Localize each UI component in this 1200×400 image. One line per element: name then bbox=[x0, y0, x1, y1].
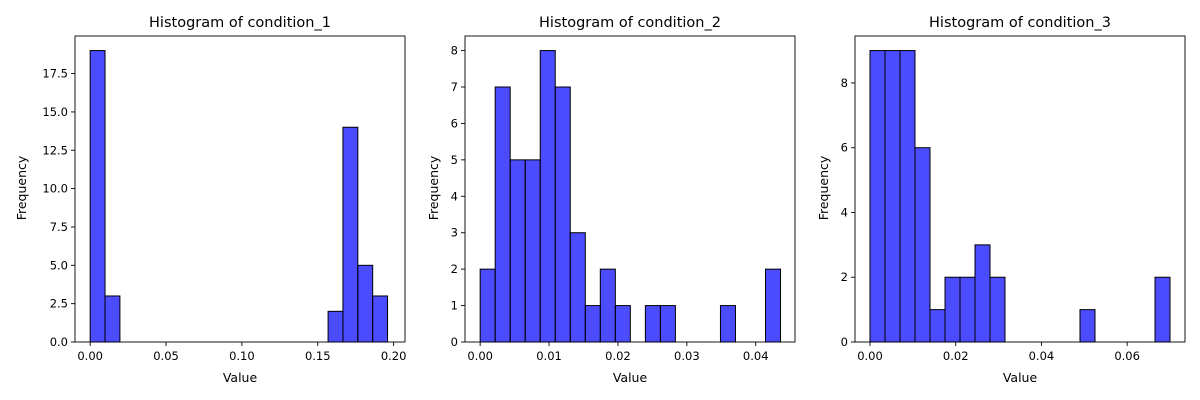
x-tick-label: 0.05 bbox=[153, 349, 179, 363]
histogram-bar bbox=[614, 305, 631, 343]
histogram-bar bbox=[989, 276, 1006, 343]
panel-condition-3: Histogram of condition_3 0.00 0.02 0.04 0.0… bbox=[816, 15, 1186, 385]
x-axis-label: Value bbox=[223, 370, 258, 385]
histogram-bar bbox=[104, 295, 121, 343]
histogram-bar bbox=[494, 86, 511, 343]
plot-area: 0.00 0.01 0.02 0.03 0.04 0 1 2 3 4 5 6 7 8 bbox=[451, 35, 796, 363]
y-tick-label: 12.5 bbox=[42, 143, 68, 157]
histogram-bar bbox=[327, 310, 344, 343]
x-tick-label: 0.06 bbox=[1114, 349, 1140, 363]
histogram-bar bbox=[524, 159, 541, 343]
axes-frame bbox=[854, 35, 1186, 343]
x-axis-label: Value bbox=[613, 370, 648, 385]
histogram-bar bbox=[342, 126, 359, 343]
y-tick-label: 2 bbox=[841, 270, 848, 284]
y-tick-label: 4 bbox=[451, 189, 458, 203]
x-tick-label: 0.01 bbox=[536, 349, 562, 363]
histogram-bar bbox=[659, 305, 676, 343]
y-tick-label: 6 bbox=[841, 141, 848, 155]
y-tick-label: 7 bbox=[451, 80, 458, 94]
y-tick-label: 0 bbox=[451, 335, 458, 349]
histogram-bar bbox=[944, 276, 961, 343]
chart-title: Histogram of condition_3 bbox=[929, 15, 1111, 31]
y-tick-label: 2.5 bbox=[50, 297, 68, 311]
y-tick-label: 7.5 bbox=[50, 220, 68, 234]
y-tick-label: 8 bbox=[841, 76, 848, 90]
y-tick-label: 2 bbox=[451, 262, 458, 276]
histogram-bar bbox=[539, 50, 556, 343]
y-tick-label: 6 bbox=[451, 116, 458, 130]
y-tick-label: 17.5 bbox=[42, 67, 68, 81]
y-tick-label: 15.0 bbox=[42, 105, 68, 119]
histogram-bar bbox=[644, 305, 661, 343]
histogram-bar bbox=[884, 50, 901, 343]
axes-frame bbox=[464, 35, 796, 343]
x-tick-label: 0.04 bbox=[743, 349, 769, 363]
chart-title: Histogram of condition_1 bbox=[149, 15, 331, 31]
y-tick-label: 8 bbox=[451, 44, 458, 58]
histogram-bar bbox=[569, 232, 586, 343]
histogram-bar bbox=[719, 305, 736, 343]
histogram-bar bbox=[554, 86, 571, 343]
x-tick-label: 0.04 bbox=[1029, 349, 1055, 363]
x-tick-label: 0.00 bbox=[77, 349, 103, 363]
x-tick-label: 0.00 bbox=[857, 349, 883, 363]
x-tick-label: 0.03 bbox=[674, 349, 700, 363]
y-tick-label: 0.0 bbox=[50, 335, 68, 349]
x-tick-label: 0.15 bbox=[305, 349, 331, 363]
x-axis-label: Value bbox=[1003, 370, 1038, 385]
x-tick-label: 0.20 bbox=[381, 349, 407, 363]
histogram-bar bbox=[974, 244, 991, 343]
x-tick-label: 0.02 bbox=[943, 349, 969, 363]
histogram-bar bbox=[765, 268, 782, 343]
histogram-bar bbox=[584, 305, 601, 343]
x-tick-label: 0.02 bbox=[605, 349, 631, 363]
y-tick-label: 4 bbox=[841, 205, 848, 219]
histogram-bar bbox=[869, 50, 886, 343]
y-axis-label: Frequency bbox=[426, 155, 441, 220]
histogram-bar bbox=[372, 295, 389, 343]
y-tick-label: 0 bbox=[841, 335, 848, 349]
histogram-bar bbox=[509, 159, 526, 343]
chart-title: Histogram of condition_2 bbox=[539, 15, 721, 31]
y-tick-label: 10.0 bbox=[42, 182, 68, 196]
histogram-bar bbox=[599, 268, 616, 343]
histogram-bar bbox=[899, 50, 916, 343]
x-tick-label: 0.10 bbox=[229, 349, 255, 363]
histogram-bar bbox=[1154, 276, 1171, 343]
y-axis-label: Frequency bbox=[14, 155, 29, 220]
histogram-bar bbox=[914, 147, 931, 343]
histogram-bar bbox=[479, 268, 496, 343]
y-tick-label: 5 bbox=[451, 153, 458, 167]
histogram-bar bbox=[929, 309, 946, 343]
y-axis-label: Frequency bbox=[816, 155, 831, 220]
histogram-bar bbox=[89, 50, 106, 343]
panel-condition-1: Histogram of condition_1 0.00 0.05 0.10 0.1… bbox=[14, 15, 406, 385]
y-tick-label: 5.0 bbox=[50, 258, 68, 272]
panel-condition-2: Histogram of condition_2 0.00 0.01 0.02 0.0… bbox=[426, 15, 796, 385]
x-tick-label: 0.00 bbox=[467, 349, 493, 363]
histogram-bar bbox=[1079, 309, 1096, 343]
y-tick-label: 1 bbox=[451, 299, 458, 313]
histogram-bar bbox=[959, 276, 976, 343]
plot-area: 0.00 0.05 0.10 0.15 0.20 0.0 2.5 5.0 7.5 10.0 12.5… bbox=[42, 35, 407, 363]
y-tick-label: 3 bbox=[451, 226, 458, 240]
plot-area: 0.00 0.02 0.04 0.06 0 2 4 6 8 bbox=[841, 35, 1186, 363]
histogram-bar bbox=[357, 264, 374, 343]
